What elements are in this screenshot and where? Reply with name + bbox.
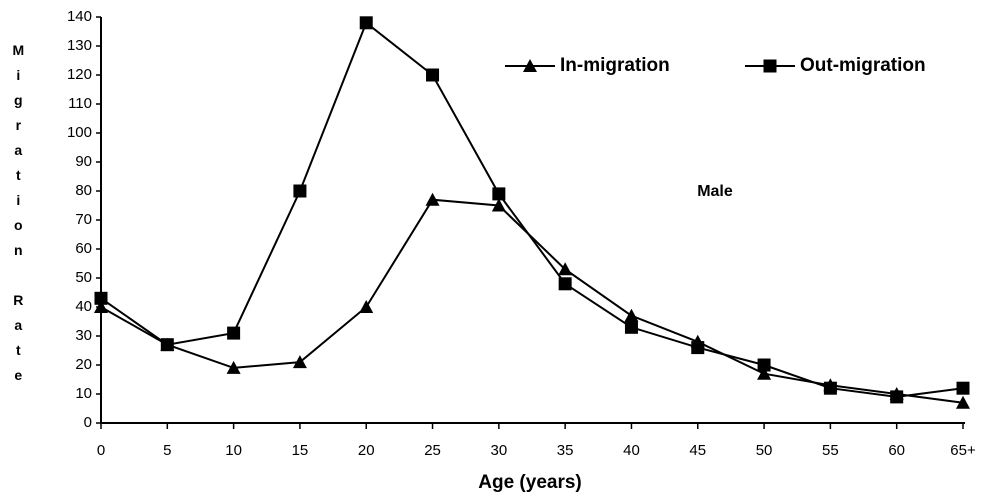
data-point	[956, 381, 970, 395]
x-tick-label: 60	[888, 442, 905, 459]
y-tick-label: 120	[67, 66, 92, 83]
data-point	[227, 326, 241, 340]
y-tick-label: 30	[75, 327, 92, 344]
legend-marker	[523, 59, 537, 72]
x-tick-label: 50	[756, 442, 773, 459]
data-point	[492, 187, 506, 201]
y-tick-label: 90	[75, 153, 92, 170]
data-point	[226, 360, 241, 374]
x-tick-label: 20	[358, 442, 375, 459]
x-tick-label: 30	[491, 442, 508, 459]
data-point	[890, 390, 904, 404]
x-tick-label: 40	[623, 442, 640, 459]
x-tick-label: 55	[822, 442, 839, 459]
y-tick-label: 80	[75, 182, 92, 199]
data-point	[359, 16, 373, 30]
data-point	[426, 68, 440, 82]
data-point	[823, 381, 837, 395]
y-tick-label: 10	[75, 385, 92, 402]
y-tick-label: 40	[75, 298, 92, 315]
data-point	[160, 338, 174, 352]
data-point	[425, 192, 440, 206]
y-tick-label: 50	[75, 269, 92, 286]
data-point	[94, 300, 108, 313]
x-tick-label: 25	[424, 442, 441, 459]
series-line	[100, 21, 964, 398]
data-point	[691, 341, 705, 355]
data-point	[94, 291, 108, 305]
x-tick-label: 0	[97, 442, 105, 459]
x-tick-label: 65+	[950, 442, 976, 459]
x-axis-label: Age (years)	[478, 472, 582, 493]
legend-label: Out-migration	[800, 55, 926, 76]
data-point	[558, 262, 573, 276]
y-tick-label: 60	[75, 240, 92, 257]
legend-label: In-migration	[560, 55, 670, 76]
x-tick-label: 5	[163, 442, 171, 459]
y-tick-label: 20	[75, 356, 92, 373]
annotation: Male	[697, 183, 733, 200]
legend-marker	[763, 59, 777, 73]
data-point	[624, 308, 639, 322]
y-tick-label: 130	[67, 37, 92, 54]
y-tick-label: 100	[67, 124, 92, 141]
data-point	[624, 320, 638, 334]
y-tick-label: 140	[67, 8, 92, 25]
y-tick-label: 70	[75, 211, 92, 228]
x-tick-label: 35	[557, 442, 574, 459]
data-point	[757, 366, 772, 380]
y-axis-label: Migration Rate	[10, 42, 26, 392]
y-tick-label: 110	[68, 95, 92, 112]
data-point	[359, 300, 374, 313]
x-tick-label: 15	[292, 442, 309, 459]
y-tick-label: 0	[84, 414, 92, 431]
x-tick-label: 10	[225, 442, 242, 459]
data-point	[293, 184, 307, 198]
data-point	[558, 277, 572, 291]
data-point	[757, 358, 771, 372]
x-tick-label: 45	[689, 442, 706, 459]
data-point	[491, 198, 506, 212]
data-point	[956, 395, 970, 409]
data-point	[292, 355, 307, 369]
